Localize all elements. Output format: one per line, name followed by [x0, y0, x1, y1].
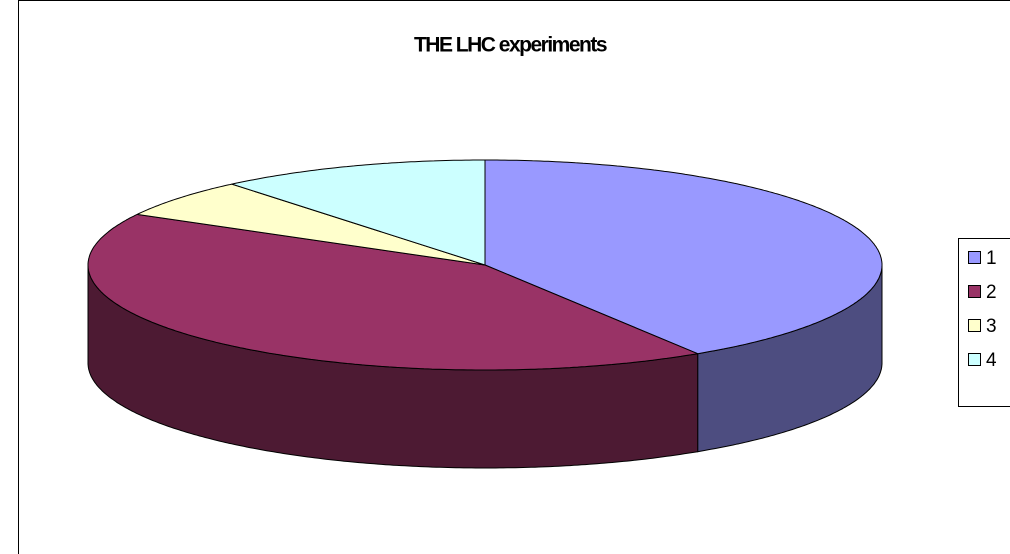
legend-swatch	[968, 251, 981, 264]
legend-label: 4	[986, 350, 997, 371]
legend-label: 3	[986, 316, 997, 337]
slice	[484, 159, 883, 355]
slice	[87, 213, 699, 371]
legend-label: 1	[986, 248, 997, 269]
chart-title: THE LHC experiments	[414, 34, 607, 57]
legend-label: 2	[986, 282, 997, 303]
slice	[231, 159, 486, 266]
legend-swatch	[968, 353, 981, 366]
slice	[136, 183, 486, 266]
legend-box	[958, 238, 1010, 407]
legend-swatch	[968, 319, 981, 332]
legend-swatch	[968, 285, 981, 298]
